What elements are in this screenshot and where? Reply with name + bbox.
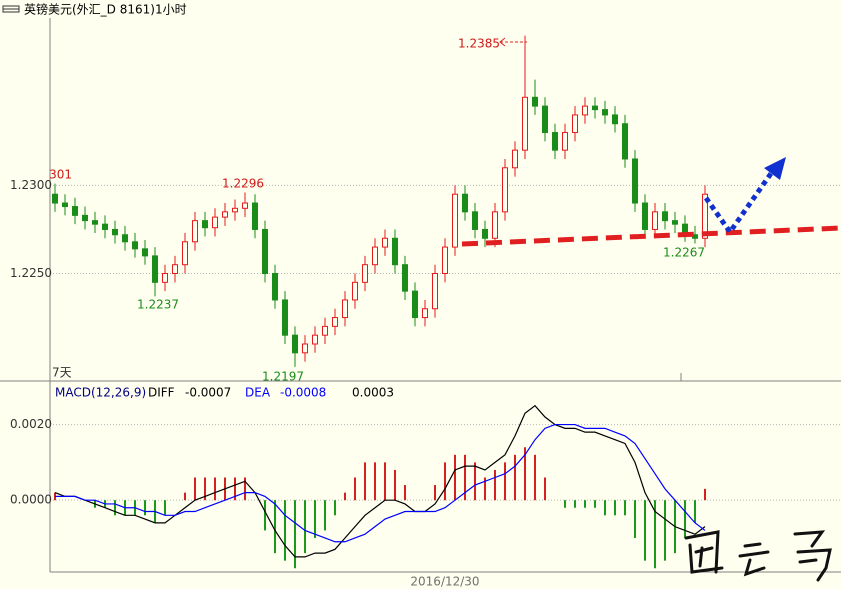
signature: [684, 530, 832, 582]
candle-body: [62, 202, 68, 208]
high-pointer-head: [499, 37, 506, 47]
legend-title: MACD(12,26,9): [55, 386, 146, 400]
candle-body: [102, 223, 108, 230]
candle-body: [182, 241, 188, 266]
candle-body: [402, 264, 408, 292]
candle-body: [72, 206, 78, 216]
forecast-arrowhead: [764, 157, 786, 180]
candle-body: [502, 167, 508, 213]
macd-line: [54, 404, 706, 558]
candle-body: [572, 114, 578, 134]
candle-body: [302, 343, 308, 354]
candle-body: [542, 105, 548, 134]
candle-body: [252, 202, 258, 230]
candle-body: [152, 255, 158, 283]
candle-body: [672, 220, 678, 225]
candle-body: [322, 325, 328, 336]
candle-body: [632, 158, 638, 204]
candle-body: [562, 132, 568, 151]
price-annotation: 1.2301: [30, 168, 72, 182]
title-bar: 英镑美元(外汇_D 8161)1小时: [2, 2, 187, 17]
signature-stroke: [684, 530, 724, 574]
legend-name: DEA: [245, 386, 271, 400]
macd-panel: MACD(12,26,9) DIFF -0.0007 DEA -0.0008 0.0003: [50, 386, 841, 569]
trend-line: [461, 225, 841, 247]
candle-body: [582, 105, 588, 116]
candle-body: [362, 264, 368, 283]
candle-body: [592, 105, 598, 111]
candle-body: [432, 273, 438, 310]
candle-body: [132, 241, 138, 250]
candle-body: [82, 214, 88, 222]
candle-body: [282, 299, 288, 336]
candle-body: [242, 202, 248, 209]
candle-body: [472, 211, 478, 230]
candle-body: [512, 149, 518, 169]
signature-stroke: [738, 542, 770, 577]
candle-body: [92, 220, 98, 225]
candle-body: [702, 193, 708, 239]
candle-body: [212, 216, 218, 229]
candle-body: [162, 273, 168, 283]
price-annotation: 1.2267: [663, 246, 705, 260]
candle-body: [642, 202, 648, 230]
y-tick-label: 1.2300: [10, 178, 52, 192]
price-annotation: 1.2237: [137, 298, 179, 312]
candle-body: [462, 193, 468, 213]
legend-value: -0.0008: [280, 386, 326, 400]
candle-body: [412, 290, 418, 319]
legend-value: 0.0003: [352, 386, 394, 400]
candle-body: [222, 211, 228, 218]
candle-body: [452, 193, 458, 248]
candle-body: [142, 248, 148, 257]
price-panel: 1.2385 1.2301 1.2296 1.2237 1.2197 1.2267: [30, 35, 841, 384]
candle-body: [492, 211, 498, 239]
candle-body: [262, 228, 268, 275]
candle-body: [202, 220, 208, 229]
candle-body: [662, 211, 668, 222]
candle-body: [392, 237, 398, 266]
period-label: 7天: [52, 366, 72, 380]
candle-body: [652, 211, 658, 230]
candle-body: [122, 234, 128, 243]
candle-body: [442, 246, 448, 275]
macd-line: [55, 423, 706, 543]
chart-title: 英镑美元(外汇_D 8161)1小时: [24, 2, 187, 17]
candle-body: [372, 246, 378, 266]
y-tick-label: 1.2250: [10, 266, 52, 280]
candle-body: [622, 123, 628, 160]
candle-body: [112, 228, 118, 236]
signature-stroke: [793, 530, 832, 582]
candle-body: [52, 193, 58, 204]
y-tick-label: 0.0000: [10, 493, 52, 507]
legend-value: -0.0007: [185, 386, 231, 400]
candle-body: [522, 96, 528, 151]
candle-body: [232, 207, 238, 213]
candle-body: [382, 237, 388, 248]
candle-body: [342, 299, 348, 319]
legend-name: DIFF: [148, 386, 175, 400]
price-annotation: 1.2197: [262, 370, 304, 384]
candle-body: [482, 228, 488, 239]
candle-body: [192, 220, 198, 243]
candle-body: [172, 264, 178, 275]
candle-body: [332, 317, 338, 327]
price-annotation: 1.2296: [222, 177, 264, 191]
forecast-arrow: [703, 170, 775, 237]
x-axis-label: 2016/12/30: [410, 575, 479, 589]
price-annotation: 1.2385: [458, 37, 500, 51]
candle-body: [552, 132, 558, 151]
candle-body: [532, 96, 538, 107]
candle-body: [352, 281, 358, 301]
candle-body: [312, 334, 318, 345]
candle-body: [272, 273, 278, 301]
y-tick-label: 0.0020: [10, 417, 52, 431]
candle-body: [292, 334, 298, 354]
candle-body: [422, 308, 428, 319]
candle-body: [612, 114, 618, 125]
candle-body: [602, 109, 608, 116]
